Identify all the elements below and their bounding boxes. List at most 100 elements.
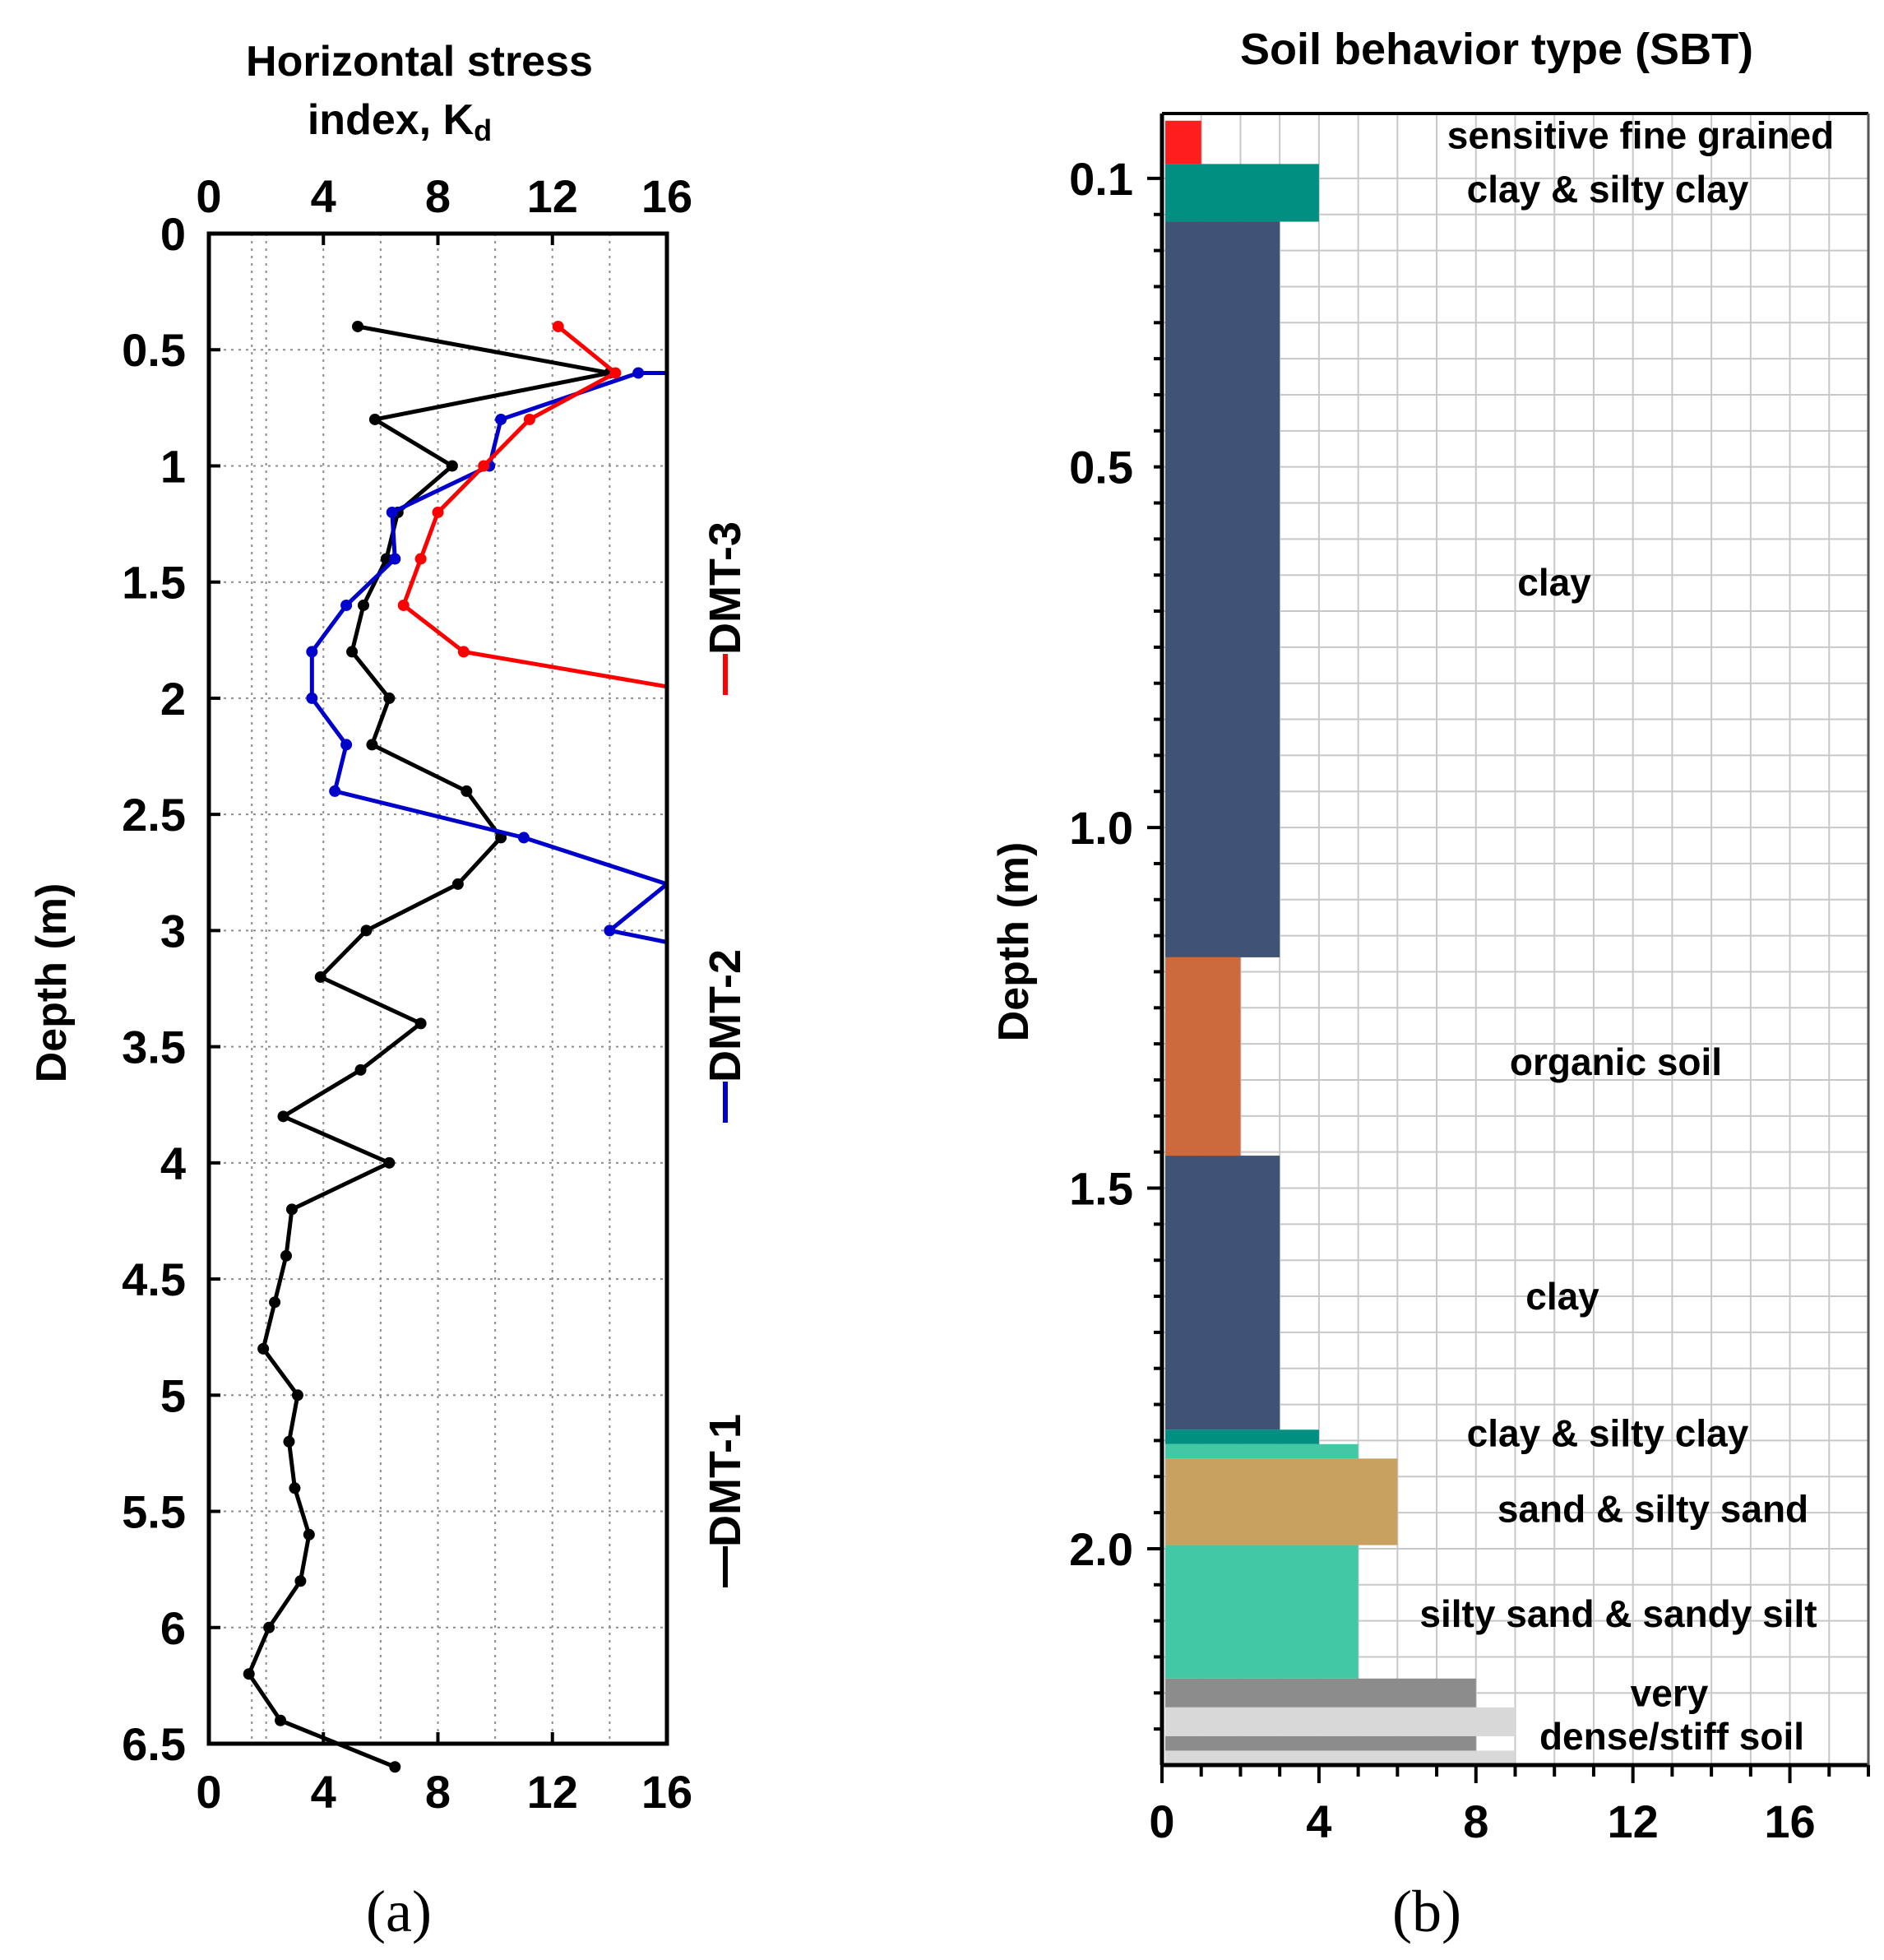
data-point-dmt-3 (457, 646, 470, 658)
x-tick-label: 0 (1149, 1796, 1174, 1847)
data-point-dmt-1 (289, 1482, 301, 1494)
legend-entry-dmt-3: DMT-3 (701, 521, 750, 695)
data-point-dmt-2 (389, 553, 401, 565)
sbt-layer-bar (1165, 1707, 1516, 1736)
sbt-layer-bar (1165, 1735, 1476, 1751)
x-tick-label-bottom: 0 (196, 1766, 221, 1818)
y-tick-label: 2.5 (122, 789, 186, 841)
data-point-dmt-2 (604, 924, 616, 937)
x-tick-label-bottom: 4 (311, 1766, 336, 1818)
legend-entry-dmt-2: DMT-2 (701, 949, 750, 1123)
data-point-dmt-1 (294, 1575, 307, 1587)
data-point-dmt-1 (275, 1714, 287, 1726)
panel-b-title: Soil behavior type (SBT) (1240, 25, 1753, 74)
x-tick-label: 8 (1463, 1796, 1488, 1847)
x-tick-label-top: 16 (641, 170, 692, 222)
y-tick-label: 4.5 (122, 1253, 186, 1305)
sbt-layer-bar (1165, 1443, 1359, 1459)
y-tick-label: 5 (160, 1369, 186, 1421)
data-point-dmt-1 (360, 924, 373, 937)
y-tick-label: 1.5 (1069, 1163, 1133, 1215)
x-tick-label-top: 8 (425, 170, 451, 222)
x-tick-label-top: 4 (311, 170, 336, 222)
series-line-dmt-3 (401, 325, 668, 689)
x-tick-label-bottom: 12 (527, 1766, 578, 1818)
panel-b-chart: Soil behavior type (SBT) Depth (m) 0.1 0.… (990, 25, 1870, 1944)
data-point-dmt-1 (461, 785, 473, 797)
data-point-dmt-1 (283, 1435, 295, 1448)
x-tick-label-top: 12 (527, 170, 578, 222)
sbt-annotation-label: clay (1517, 561, 1591, 604)
data-point-dmt-2 (306, 692, 318, 704)
sbt-layer-bar (1165, 164, 1319, 222)
data-point-dmt-1 (263, 1621, 275, 1633)
legend-entry-dmt-1: DMT-1 (701, 1414, 750, 1587)
data-point-dmt-2 (340, 599, 353, 611)
sbt-layer-bar (1165, 221, 1280, 957)
data-point-dmt-2 (386, 506, 398, 518)
x-tick-label: 12 (1608, 1796, 1659, 1847)
x-tick-label: 4 (1306, 1796, 1331, 1847)
data-point-dmt-1 (303, 1528, 315, 1541)
sbt-layer-bar (1165, 1458, 1398, 1545)
sbt-layer-bar (1165, 1545, 1359, 1679)
sbt-layer-bar (1165, 957, 1241, 1156)
data-point-dmt-2 (329, 785, 341, 797)
sbt-annotation-label: organic soil (1510, 1040, 1722, 1083)
data-point-dmt-1 (357, 599, 369, 611)
panel-a-chart: Horizontal stress index, Kd Depth (m) 00… (28, 38, 750, 1944)
data-point-dmt-1 (291, 1389, 303, 1402)
x-tick-label-top: 0 (196, 170, 221, 222)
data-point-dmt-1 (366, 739, 378, 751)
data-point-dmt-3 (552, 320, 564, 332)
panel-b-y-axis-label: Depth (m) (990, 842, 1038, 1042)
data-point-dmt-2 (495, 413, 507, 425)
sbt-layer-bar (1165, 1750, 1516, 1765)
y-tick-label: 4 (160, 1138, 186, 1189)
legend-label: DMT-1 (701, 1414, 750, 1547)
data-point-dmt-2 (306, 646, 318, 658)
panel-a-title-line-1: Horizontal stress (246, 38, 593, 86)
y-tick-label: 5.5 (122, 1486, 186, 1538)
panel-a-y-axis-label: Depth (m) (28, 883, 76, 1083)
data-point-dmt-1 (243, 1668, 255, 1680)
series-line-dmt-1 (247, 324, 612, 1769)
y-tick-label: 3.5 (122, 1022, 186, 1073)
data-point-dmt-1 (354, 1063, 367, 1076)
y-tick-label: 3 (160, 905, 186, 957)
sbt-annotation-label: clay & silty clay (1467, 168, 1749, 211)
data-point-dmt-1 (383, 1156, 396, 1169)
data-point-dmt-1 (280, 1249, 292, 1262)
y-tick-label: 1 (160, 440, 186, 492)
y-tick-label: 0.5 (122, 324, 186, 376)
data-point-dmt-1 (368, 413, 381, 425)
data-point-dmt-1 (383, 692, 396, 704)
data-point-dmt-1 (257, 1342, 270, 1355)
sbt-annotation-label: clay (1525, 1275, 1599, 1318)
y-tick-label: 0 (160, 208, 186, 260)
panel-a-caption: (a) (366, 1879, 432, 1944)
data-point-dmt-3 (432, 506, 444, 518)
sbt-annotation-label: silty sand & sandy silt (1419, 1592, 1817, 1635)
data-point-dmt-1 (352, 320, 364, 332)
sbt-layer-bar (1165, 1678, 1476, 1707)
data-point-dmt-1 (389, 1761, 401, 1773)
data-point-dmt-1 (446, 460, 458, 472)
data-point-dmt-1 (346, 646, 359, 658)
legend-label: DMT-3 (701, 521, 750, 655)
panel-b-caption: (b) (1392, 1879, 1461, 1944)
data-point-dmt-1 (414, 1017, 427, 1030)
x-tick-label: 16 (1764, 1796, 1815, 1847)
y-tick-label: 6.5 (122, 1718, 186, 1770)
data-point-dmt-3 (478, 460, 490, 472)
panel-a-title-line-2: index, Kd (308, 96, 492, 147)
sbt-annotation-label: very (1631, 1671, 1709, 1714)
data-point-dmt-3 (414, 553, 427, 565)
data-point-dmt-1 (314, 971, 326, 983)
sbt-annotation-label: sensitive fine grained (1447, 114, 1834, 156)
data-point-dmt-3 (397, 599, 410, 611)
y-tick-label: 1.0 (1069, 802, 1133, 854)
legend-label: DMT-2 (701, 949, 750, 1082)
data-point-dmt-1 (285, 1203, 298, 1216)
